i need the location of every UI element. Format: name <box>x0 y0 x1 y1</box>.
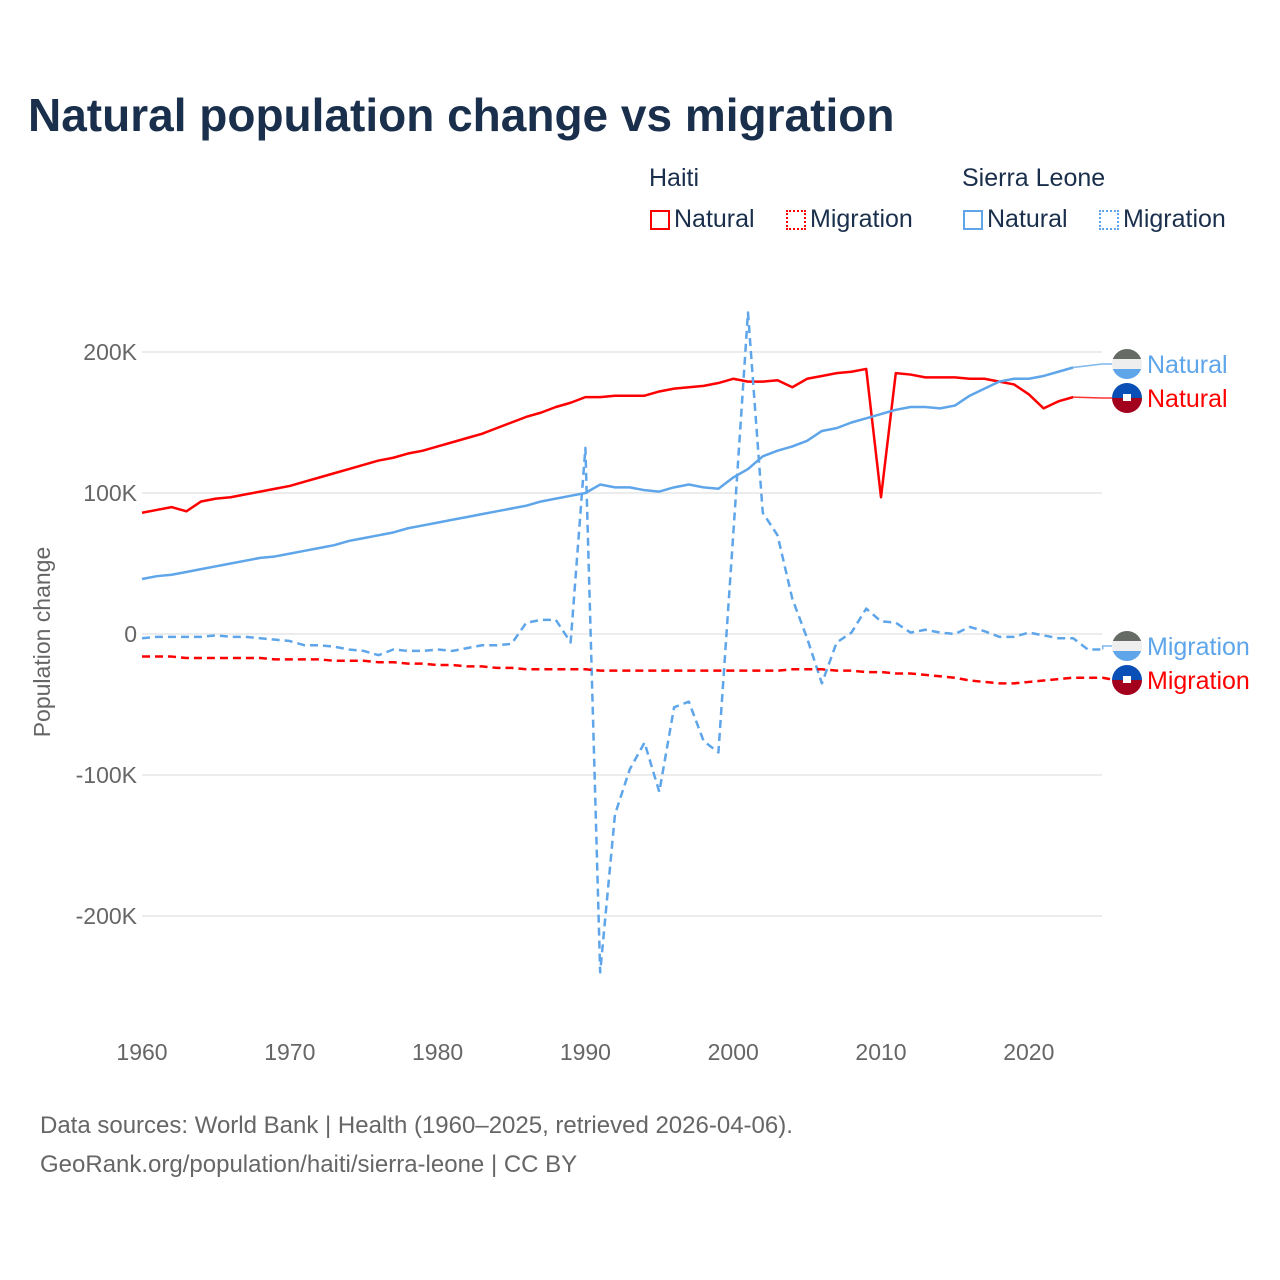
sierra-leone-flag-icon <box>1112 631 1142 661</box>
dotted-swatch-icon <box>1099 209 1119 230</box>
flag-clip <box>1112 383 1142 413</box>
haiti-flag-icon <box>1112 665 1142 695</box>
series-line-haiti-natural <box>141 367 1074 514</box>
flag-stripe <box>1112 359 1142 369</box>
x-tick-label: 2000 <box>708 1039 759 1065</box>
x-tick-label: 1980 <box>412 1039 463 1065</box>
flag-stripe <box>1112 383 1142 398</box>
dotted-swatch-icon <box>786 209 806 230</box>
y-axis-label: Population change <box>29 547 55 738</box>
solid-swatch-icon <box>963 209 983 230</box>
attribution-text: GeoRank.org/population/haiti/sierra-leon… <box>40 1151 578 1178</box>
flag-stripe <box>1112 641 1142 651</box>
end-label: Migration <box>1147 633 1250 661</box>
label-connector <box>1073 396 1112 399</box>
legend-group-haiti: Haiti <box>649 164 700 192</box>
end-label: Natural <box>1147 351 1228 379</box>
sierra-leone-flag-icon <box>1112 349 1142 379</box>
x-tick-label: 1970 <box>264 1039 315 1065</box>
x-tick-label: 1990 <box>560 1039 611 1065</box>
flag-stripe <box>1112 665 1142 680</box>
flag-emblem <box>1123 676 1131 683</box>
legend-haiti-natural[interactable]: Natural <box>650 205 755 234</box>
haiti-flag-icon <box>1112 383 1142 413</box>
legend-label: Natural <box>987 205 1068 233</box>
y-tick-label: -200K <box>76 903 138 929</box>
series-line-sierra-leone-migration <box>141 311 1103 974</box>
y-tick-label: 0 <box>124 621 137 647</box>
series-line-haiti-migration <box>142 655 1118 685</box>
chart-title: Natural population change vs migration <box>28 89 895 141</box>
series-line-sierra-leone-natural <box>141 366 1074 581</box>
flag-clip <box>1112 665 1142 695</box>
legend-label: Natural <box>674 205 755 233</box>
legend-label: Migration <box>810 205 913 233</box>
solid-swatch-icon <box>650 209 670 230</box>
x-tick-label: 2020 <box>1003 1039 1054 1065</box>
y-tick-label: -100K <box>76 762 138 788</box>
flag-stripe <box>1112 651 1142 661</box>
flag-stripe <box>1112 631 1142 641</box>
flag-clip <box>1112 349 1142 379</box>
flag-stripe <box>1112 369 1142 379</box>
flag-stripe <box>1112 398 1142 413</box>
label-connector <box>1073 363 1112 369</box>
flag-stripe <box>1112 349 1142 359</box>
legend-label: Migration <box>1123 205 1226 233</box>
data-source-text: Data sources: World Bank | Health (1960–… <box>40 1112 793 1139</box>
end-label: Migration <box>1147 667 1250 695</box>
x-tick-label: 2010 <box>855 1039 906 1065</box>
y-tick-label: 200K <box>83 339 137 365</box>
flag-clip <box>1112 631 1142 661</box>
label-connector <box>1101 645 1112 650</box>
flag-stripe <box>1112 680 1142 695</box>
footer: Data sources: World Bank | Health (1960–… <box>40 1106 793 1184</box>
end-label: Natural <box>1147 385 1228 413</box>
legend-sierra-leone-natural[interactable]: Natural <box>963 205 1068 234</box>
x-tick-label: 1960 <box>116 1039 167 1065</box>
legend-sierra-leone-migration[interactable]: Migration <box>1099 205 1226 234</box>
legend-haiti-migration[interactable]: Migration <box>786 205 913 234</box>
y-tick-label: 100K <box>83 480 137 506</box>
legend-group-sierra-leone: Sierra Leone <box>962 164 1106 192</box>
flag-emblem <box>1123 394 1131 401</box>
